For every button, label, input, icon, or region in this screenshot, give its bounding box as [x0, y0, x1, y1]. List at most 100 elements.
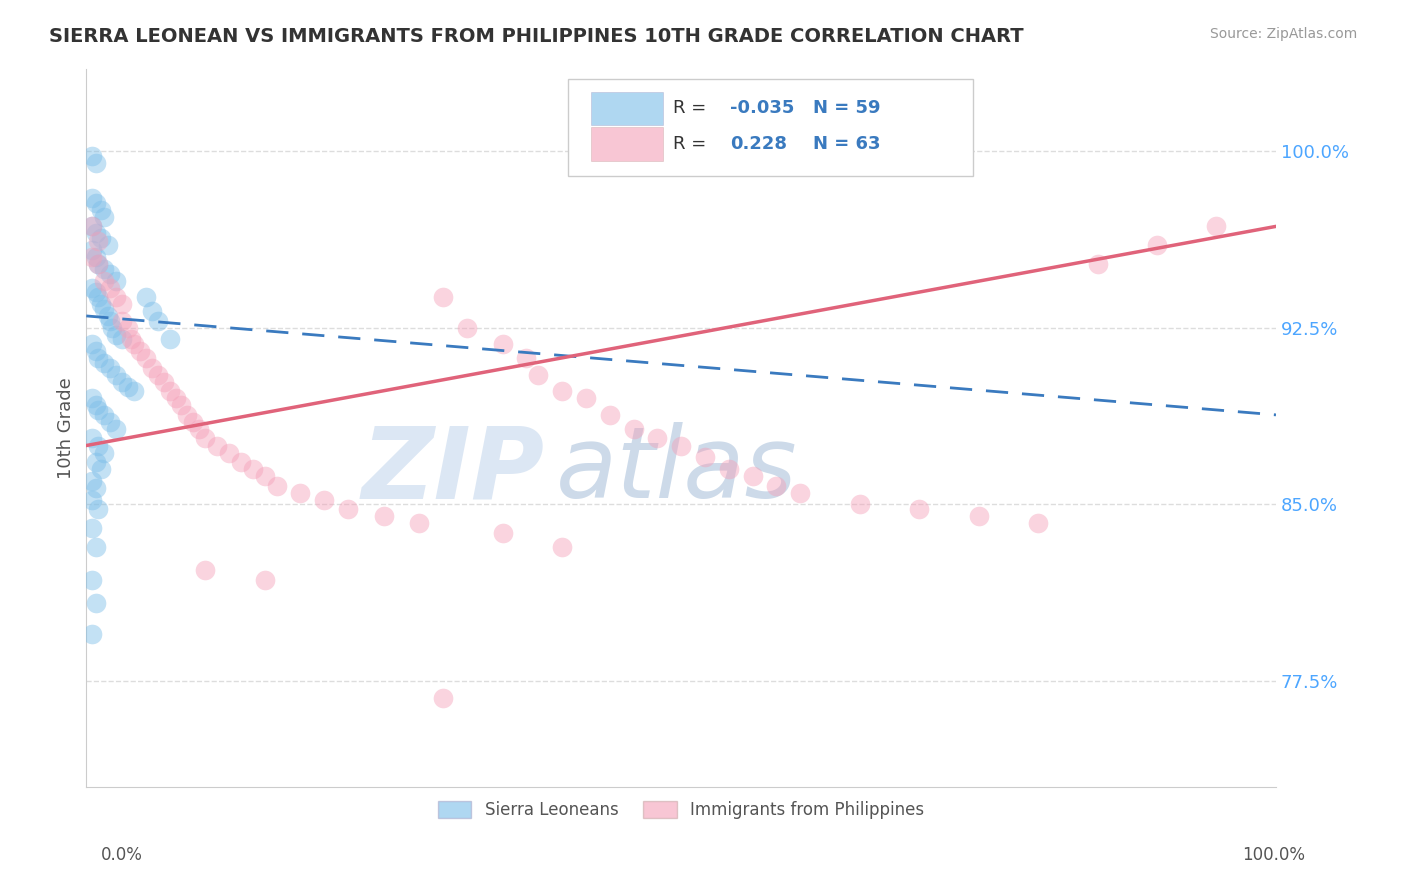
Point — [152, 375, 174, 389]
Point — [967, 509, 990, 524]
Point — [93, 210, 115, 224]
Text: SIERRA LEONEAN VS IMMIGRANTS FROM PHILIPPINES 10TH GRADE CORRELATION CHART: SIERRA LEONEAN VS IMMIGRANTS FROM PHILIP… — [49, 27, 1024, 45]
Point — [82, 337, 104, 351]
Y-axis label: 10th Grade: 10th Grade — [58, 377, 75, 479]
Point — [105, 368, 128, 382]
Point — [87, 351, 110, 366]
Point — [82, 219, 104, 234]
Point — [101, 320, 124, 334]
Point — [84, 227, 107, 241]
Point — [314, 492, 336, 507]
Point — [105, 422, 128, 436]
Point — [93, 356, 115, 370]
Point — [90, 297, 112, 311]
Point — [84, 540, 107, 554]
Point — [93, 301, 115, 316]
Point — [97, 309, 120, 323]
Point — [82, 243, 104, 257]
Point — [623, 422, 645, 436]
Point — [432, 290, 454, 304]
Point — [90, 202, 112, 217]
Point — [93, 261, 115, 276]
Point — [84, 399, 107, 413]
Point — [135, 351, 157, 366]
Text: N = 59: N = 59 — [813, 99, 880, 117]
Point — [87, 290, 110, 304]
Point — [98, 360, 121, 375]
Point — [176, 408, 198, 422]
Point — [97, 238, 120, 252]
Point — [84, 344, 107, 359]
Point — [87, 234, 110, 248]
Point — [111, 297, 134, 311]
Point — [146, 368, 169, 382]
Point — [93, 445, 115, 459]
Point — [84, 155, 107, 169]
Point — [669, 438, 692, 452]
Point — [121, 333, 143, 347]
Point — [527, 368, 550, 382]
Point — [408, 516, 430, 531]
Point — [105, 327, 128, 342]
Point — [87, 403, 110, 417]
Point — [141, 360, 163, 375]
Point — [82, 573, 104, 587]
Point — [122, 337, 145, 351]
Point — [105, 290, 128, 304]
Point — [647, 432, 669, 446]
Point — [117, 320, 139, 334]
Point — [82, 627, 104, 641]
Point — [159, 333, 181, 347]
Point — [111, 333, 134, 347]
Point — [82, 392, 104, 406]
Point — [290, 485, 312, 500]
Point — [170, 399, 193, 413]
Point — [229, 455, 252, 469]
Point — [253, 573, 276, 587]
Point — [373, 509, 395, 524]
Point — [218, 445, 240, 459]
Point — [98, 267, 121, 281]
FancyBboxPatch shape — [591, 92, 664, 125]
Point — [551, 384, 574, 399]
FancyBboxPatch shape — [591, 128, 664, 161]
Point — [693, 450, 716, 465]
Text: N = 63: N = 63 — [813, 135, 880, 153]
Point — [1026, 516, 1049, 531]
Point — [82, 474, 104, 488]
Point — [122, 384, 145, 399]
Point — [111, 375, 134, 389]
Point — [194, 432, 217, 446]
Point — [337, 502, 360, 516]
Legend: Sierra Leoneans, Immigrants from Philippines: Sierra Leoneans, Immigrants from Philipp… — [432, 794, 931, 826]
Point — [84, 195, 107, 210]
Point — [141, 304, 163, 318]
Point — [492, 525, 515, 540]
Point — [93, 274, 115, 288]
Point — [84, 481, 107, 495]
Point — [105, 274, 128, 288]
Point — [515, 351, 537, 366]
Point — [848, 497, 870, 511]
Point — [908, 502, 931, 516]
Point — [82, 219, 104, 234]
Text: Source: ZipAtlas.com: Source: ZipAtlas.com — [1209, 27, 1357, 41]
Text: R =: R = — [673, 135, 711, 153]
Point — [765, 478, 787, 492]
Point — [128, 344, 150, 359]
Point — [456, 320, 478, 334]
Point — [1087, 257, 1109, 271]
Point — [87, 502, 110, 516]
Point — [87, 438, 110, 452]
Point — [82, 280, 104, 294]
FancyBboxPatch shape — [568, 79, 973, 177]
Point — [82, 521, 104, 535]
Point — [1146, 238, 1168, 252]
Point — [82, 250, 104, 264]
Point — [1205, 219, 1227, 234]
Point — [789, 485, 811, 500]
Point — [717, 462, 740, 476]
Point — [82, 149, 104, 163]
Point — [111, 313, 134, 327]
Point — [266, 478, 288, 492]
